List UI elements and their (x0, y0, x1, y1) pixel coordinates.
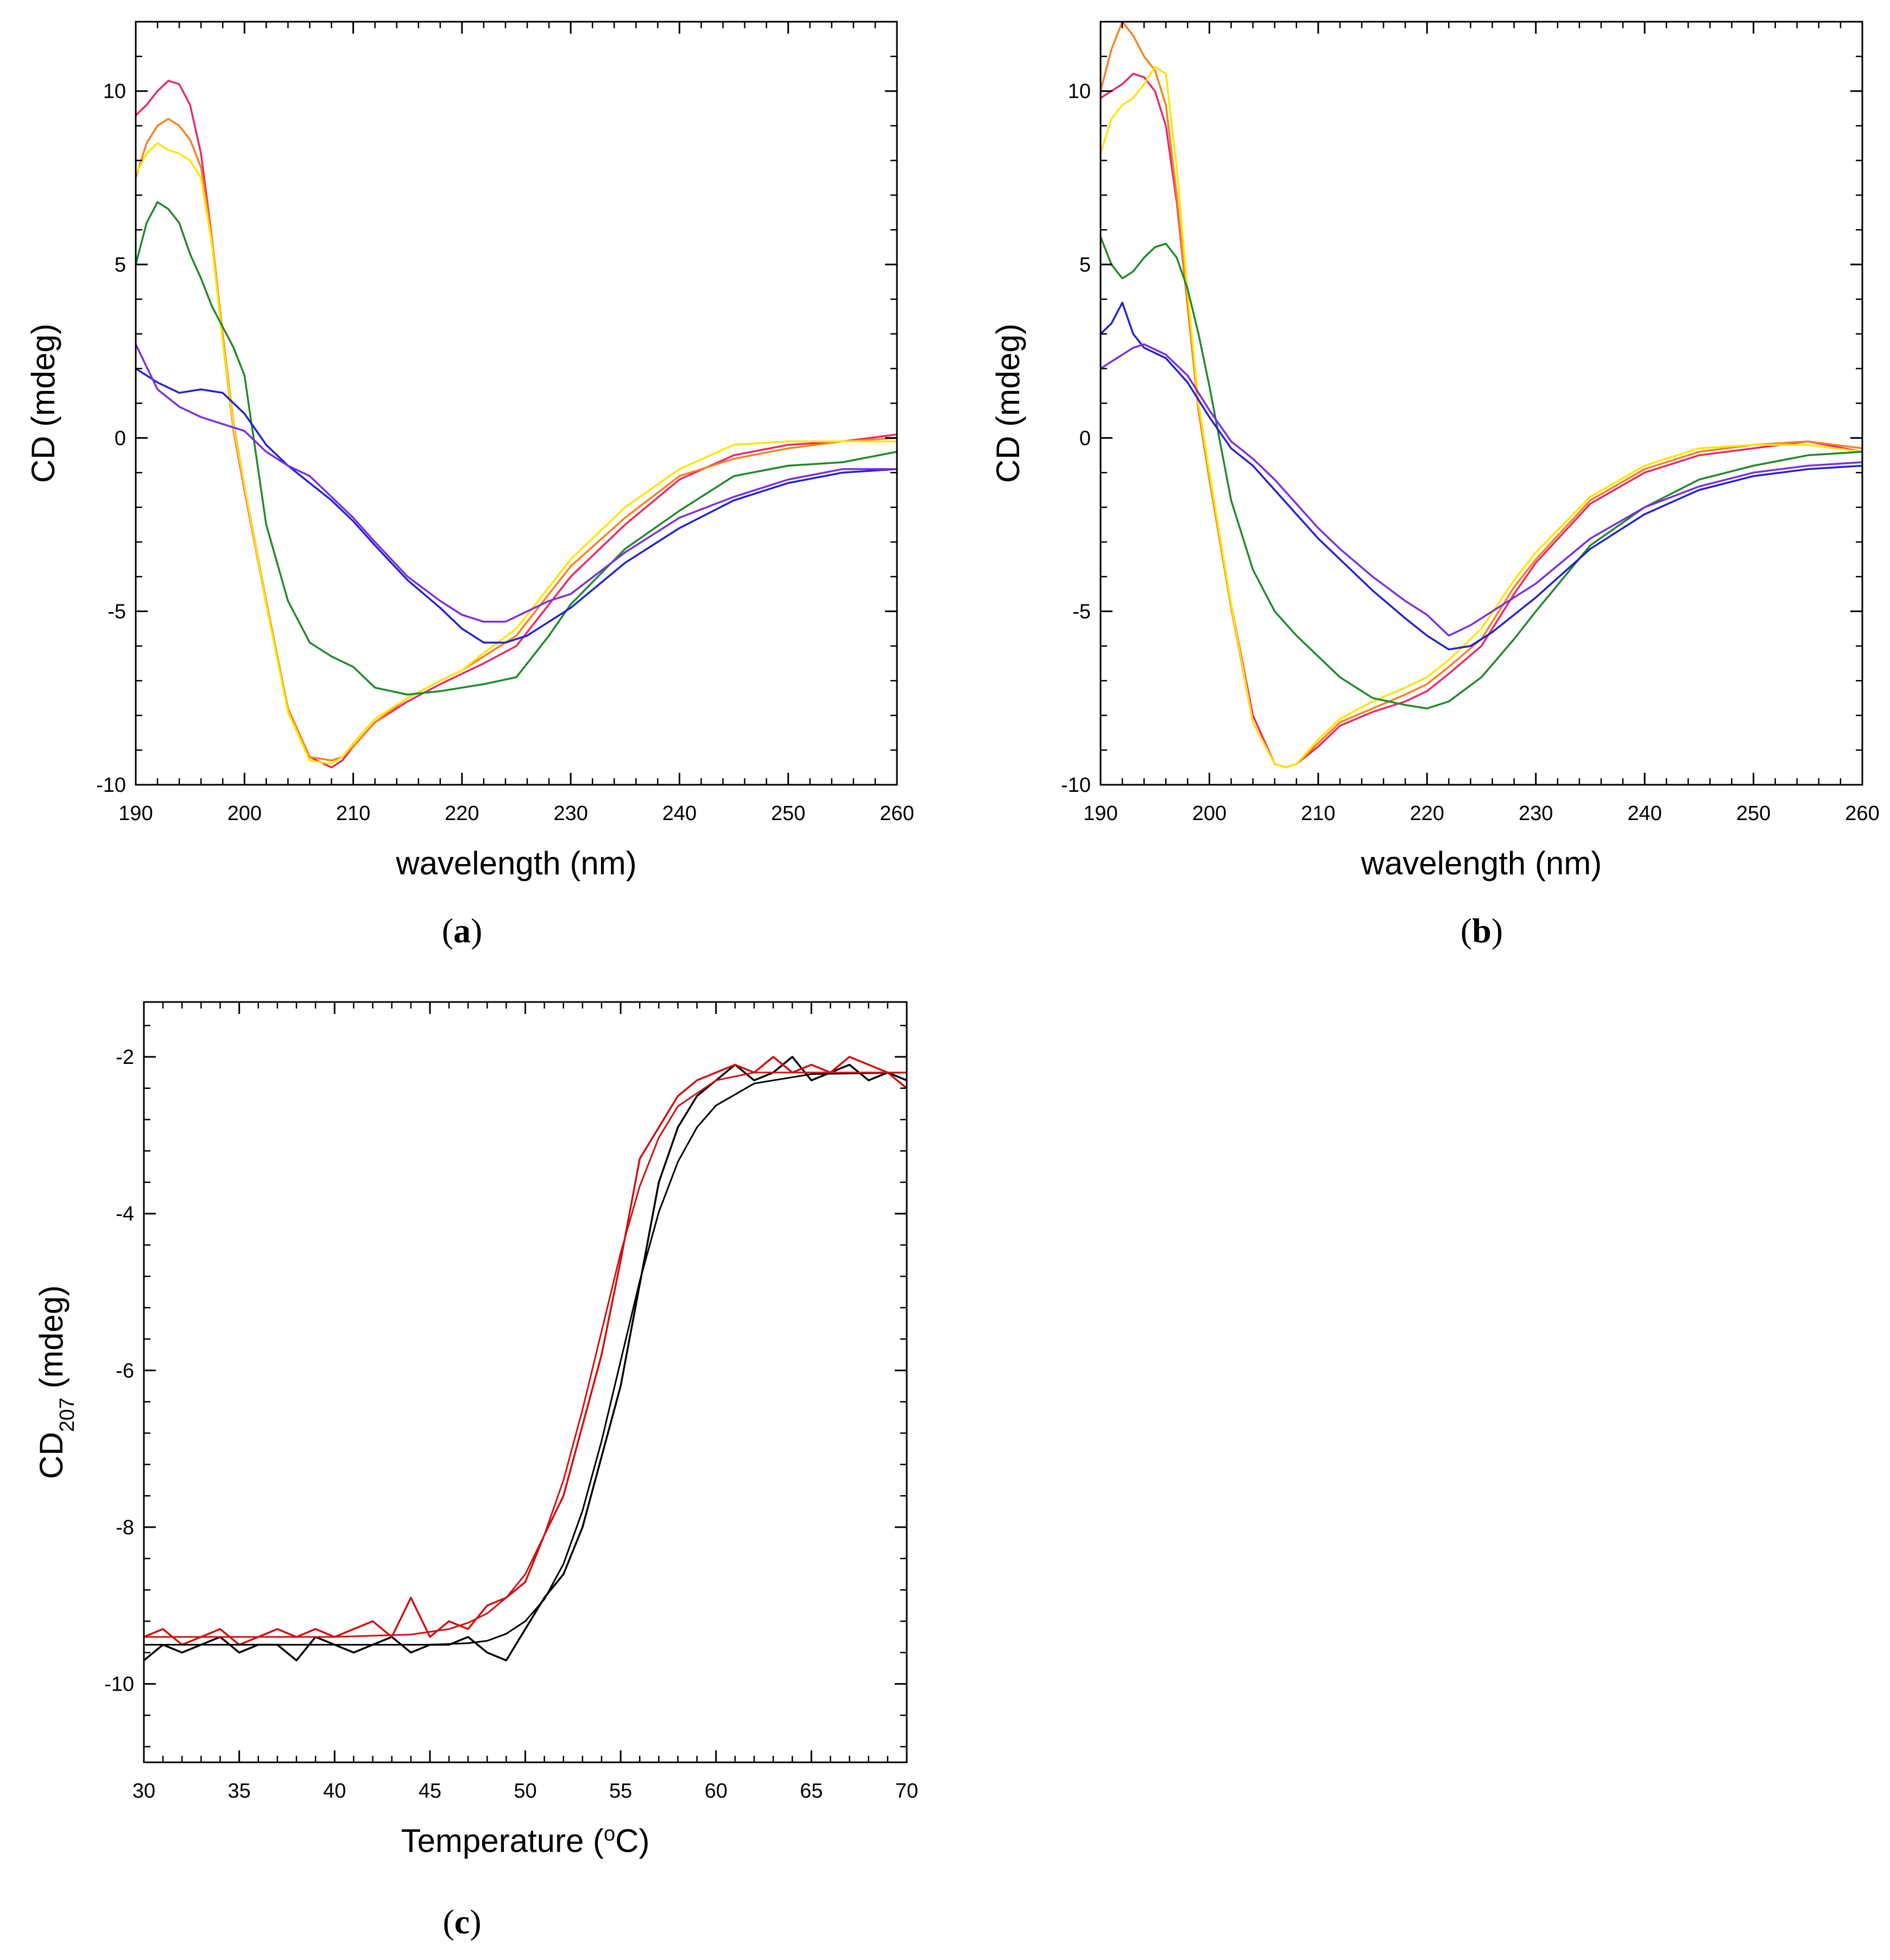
x-tick-label: 65 (800, 1780, 823, 1803)
y-tick-label: -10 (96, 774, 126, 797)
series-line-spectrum-4 (1101, 236, 1862, 710)
y-tick-label: 5 (115, 254, 126, 276)
x-tick-label: 240 (1627, 802, 1661, 825)
x-tick-label: 190 (118, 802, 153, 825)
x-tick-label: 70 (895, 1780, 918, 1803)
series-line-spectrum-3 (1101, 66, 1862, 768)
y-tick-label: 5 (1079, 254, 1091, 276)
y-tick-label: 0 (1079, 427, 1091, 450)
series-line-fit-3 (144, 1072, 907, 1646)
x-tick-label: 200 (227, 802, 262, 825)
x-tick-label: 240 (662, 802, 697, 825)
series-line-spectrum-2 (1101, 22, 1862, 768)
x-tick-label: 190 (1083, 802, 1117, 825)
x-tick-label: 250 (1736, 802, 1771, 825)
plot-area (144, 1056, 907, 1662)
x-tick-label: 230 (553, 802, 587, 825)
x-tick-label: 220 (1410, 802, 1444, 825)
y-tick-label: -6 (116, 1359, 134, 1382)
x-tick-label: 210 (336, 802, 370, 825)
y-tick-label: -5 (108, 601, 126, 623)
x-tick-label: 230 (1519, 802, 1553, 825)
series-line-spectrum-6 (1101, 343, 1862, 637)
series-line-spectrum-2 (136, 118, 897, 762)
x-tick-label: 35 (227, 1780, 250, 1803)
x-axis-label: wavelength (nm) (395, 845, 637, 881)
y-axis-label: CD207 (mdeg) (33, 1285, 79, 1479)
panel-a-chart: 190 200 210 220 230 240 250 260 -10 -5 0 5 10 wavelen… (25, 21, 914, 950)
series-line-spectrum-1 (136, 79, 897, 768)
panel-c-chart: 30 35 40 45 50 55 60 65 70 -10 -8 -6 -4 -2 Temperature… (33, 1001, 918, 1941)
x-tick-label: 55 (609, 1780, 632, 1803)
y-tick-label: 10 (103, 80, 126, 103)
series-line-fit-4 (144, 1072, 907, 1638)
x-tick-label: 45 (419, 1780, 441, 1803)
panel-label: (c) (443, 1902, 481, 1941)
y-tick-label: -2 (116, 1046, 134, 1069)
x-tick-label: 250 (771, 802, 805, 825)
series-line-spectrum-1 (1101, 73, 1862, 768)
panel-label: (b) (1461, 911, 1503, 950)
panel-b-chart: 190 200 210 220 230 240 250 260 -10 -5 0 5 10 wavelen… (990, 21, 1880, 950)
plot-frame (135, 21, 898, 786)
plot-area (1101, 22, 1862, 768)
x-axis-label: wavelength (nm) (1361, 845, 1602, 881)
x-tick-label: 200 (1192, 802, 1227, 825)
y-tick-label: -10 (1061, 774, 1091, 797)
y-tick-label: -8 (116, 1516, 134, 1539)
series-line-spectrum-6 (136, 343, 897, 623)
x-tick-label: 60 (705, 1780, 728, 1803)
plot-frame (143, 1001, 908, 1763)
x-tick-label: 40 (323, 1780, 346, 1803)
plot-area (136, 79, 897, 768)
panel-label: (a) (442, 911, 483, 950)
series-line-spectrum-5 (1101, 301, 1862, 651)
y-tick-label: 10 (1068, 80, 1091, 103)
y-tick-label: -4 (116, 1203, 134, 1226)
y-tick-label: -10 (104, 1673, 134, 1696)
y-tick-label: -5 (1072, 601, 1091, 623)
x-tick-label: 220 (445, 802, 479, 825)
y-tick-label: 0 (115, 427, 126, 450)
x-tick-label: 260 (1845, 802, 1879, 825)
x-axis-label: Temperature (oC) (401, 1823, 650, 1859)
series-line-data-1 (144, 1056, 907, 1662)
x-tick-label: 210 (1301, 802, 1335, 825)
plot-frame (1099, 21, 1863, 786)
series-line-spectrum-3 (136, 142, 897, 765)
y-axis-label: CD (mdeg) (25, 324, 61, 483)
series-line-spectrum-4 (136, 201, 897, 696)
x-tick-label: 30 (132, 1780, 155, 1803)
series-line-data-2 (144, 1056, 907, 1646)
x-tick-label: 50 (514, 1780, 536, 1803)
x-tick-label: 260 (880, 802, 914, 825)
series-line-spectrum-5 (136, 367, 897, 644)
y-axis-label: CD (mdeg) (990, 324, 1026, 483)
